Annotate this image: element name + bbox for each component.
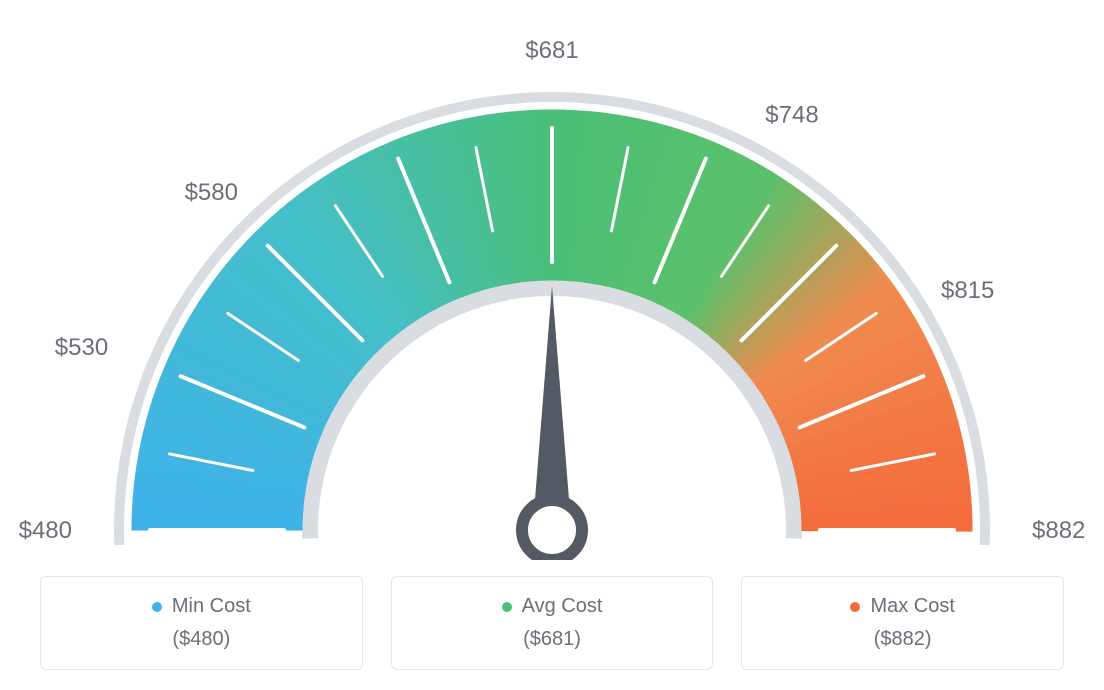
legend-card-max: Max Cost ($882) bbox=[741, 576, 1064, 670]
legend-label-min: Min Cost bbox=[172, 595, 251, 618]
gauge-tick-label: $681 bbox=[525, 37, 578, 64]
gauge-tick-label: $748 bbox=[765, 101, 818, 128]
gauge-tick-label: $480 bbox=[19, 517, 72, 544]
gauge-tick-label: $580 bbox=[185, 179, 238, 206]
legend-value-min: ($480) bbox=[41, 628, 362, 651]
legend-dot-min bbox=[152, 602, 162, 612]
legend-label-avg: Avg Cost bbox=[522, 595, 603, 618]
legend-value-max: ($882) bbox=[742, 628, 1063, 651]
legend-dot-avg bbox=[502, 602, 512, 612]
gauge-tick-label: $882 bbox=[1032, 517, 1085, 544]
legend-card-min: Min Cost ($480) bbox=[40, 576, 363, 670]
legend-card-avg: Avg Cost ($681) bbox=[391, 576, 714, 670]
legend-label-max: Max Cost bbox=[870, 595, 954, 618]
gauge-tick-label: $530 bbox=[55, 334, 108, 361]
legend: Min Cost ($480) Avg Cost ($681) Max Cost… bbox=[40, 576, 1064, 670]
cost-gauge: $480 $530 $580 $681 $748 $815 $882 bbox=[0, 0, 1104, 560]
gauge-tick-label: $815 bbox=[941, 277, 994, 304]
legend-value-avg: ($681) bbox=[392, 628, 713, 651]
legend-dot-max bbox=[850, 602, 860, 612]
